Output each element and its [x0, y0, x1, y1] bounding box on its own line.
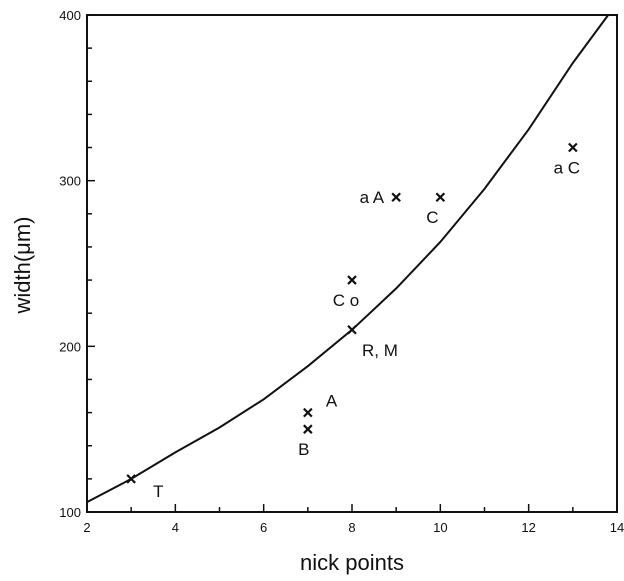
data-point	[347, 275, 357, 285]
point-label: R, M	[362, 341, 398, 360]
x-tick-label: 12	[521, 520, 535, 535]
x-tick-label: 10	[433, 520, 447, 535]
data-point	[347, 324, 357, 335]
point-label: a C	[554, 159, 580, 178]
y-tick-label: 100	[59, 505, 81, 520]
point-label: C	[426, 208, 438, 227]
data-point	[568, 142, 578, 153]
data-point	[391, 192, 401, 203]
plot-frame	[86, 14, 618, 513]
point-label: A	[326, 392, 338, 411]
data-point	[303, 424, 313, 434]
y-axis-label: width(μm)	[10, 216, 35, 314]
x-axis-label: nick points	[300, 550, 404, 575]
data-point	[126, 474, 136, 484]
x-tick-label: 2	[83, 520, 90, 535]
data-point	[303, 407, 313, 418]
y-tick-label: 300	[59, 174, 81, 189]
x-tick-label: 8	[348, 520, 355, 535]
x-tick-label: 14	[610, 520, 624, 535]
x-tick-label: 6	[260, 520, 267, 535]
y-tick-label: 200	[59, 339, 81, 354]
x-tick-label: 4	[172, 520, 179, 535]
point-label: C o	[333, 291, 359, 310]
data-point	[435, 192, 446, 203]
point-label: a A	[360, 188, 385, 207]
y-tick-label: 400	[59, 8, 81, 23]
point-label: B	[298, 440, 309, 459]
fit-curve	[86, 14, 610, 503]
point-label: T	[153, 482, 163, 501]
